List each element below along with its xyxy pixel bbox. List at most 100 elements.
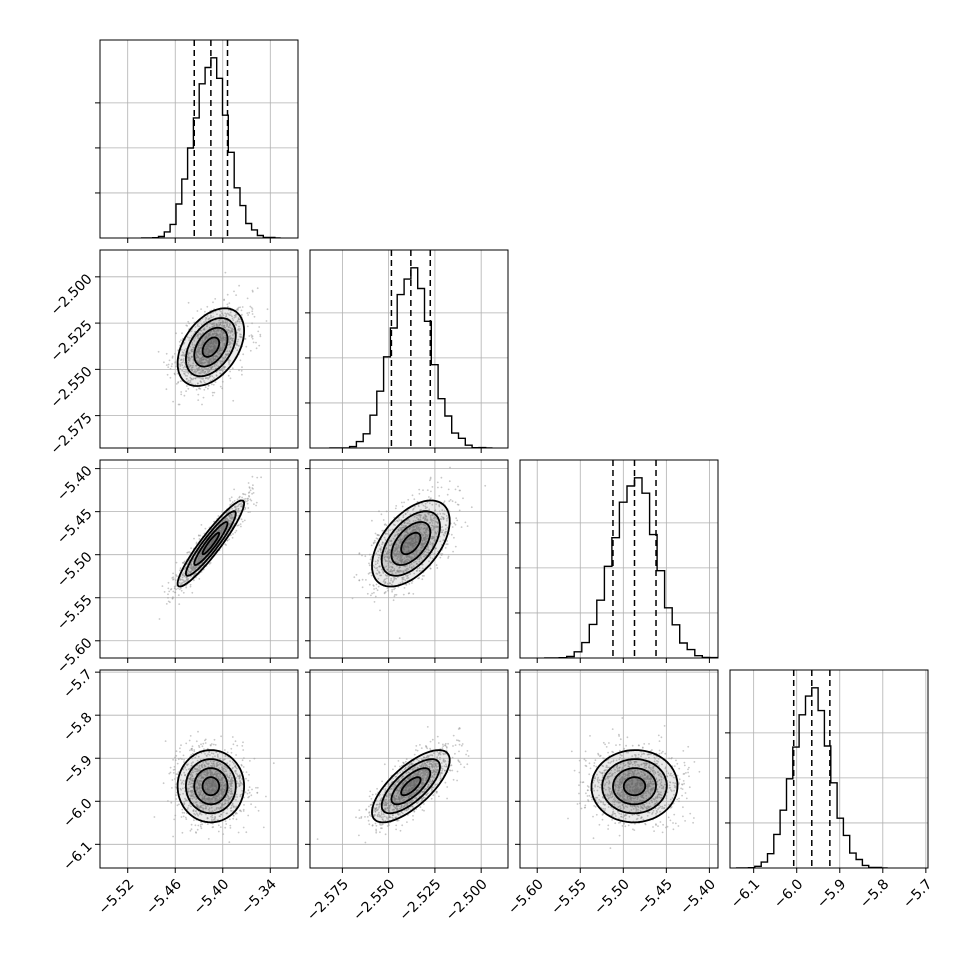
scatter-point bbox=[249, 760, 251, 762]
scatter-point bbox=[207, 762, 210, 765]
scatter-point bbox=[182, 343, 185, 345]
scatter-point bbox=[375, 537, 378, 540]
scatter-point bbox=[198, 333, 201, 336]
scatter-point bbox=[240, 502, 243, 505]
scatter-point bbox=[211, 358, 213, 361]
scatter-point bbox=[222, 833, 225, 835]
scatter-point bbox=[224, 519, 226, 521]
scatter-point bbox=[223, 357, 225, 360]
scatter-point bbox=[428, 496, 430, 498]
scatter-point bbox=[452, 550, 454, 553]
scatter-point bbox=[204, 377, 207, 380]
scatter-point bbox=[186, 787, 189, 790]
scatter-point bbox=[246, 502, 249, 505]
scatter-point bbox=[188, 339, 191, 341]
scatter-point bbox=[224, 271, 227, 274]
scatter-point bbox=[258, 326, 261, 328]
scatter-point bbox=[446, 519, 448, 522]
scatter-point bbox=[197, 352, 200, 354]
scatter-point bbox=[248, 791, 251, 794]
contour-line bbox=[176, 499, 246, 588]
scatter-point bbox=[163, 361, 165, 364]
scatter-point bbox=[228, 350, 231, 353]
scatter-point bbox=[196, 382, 199, 385]
scatter-point bbox=[378, 571, 381, 574]
scatter-point bbox=[210, 340, 213, 342]
scatter-point bbox=[418, 488, 421, 491]
scatter-point bbox=[231, 782, 234, 784]
scatter-point bbox=[175, 783, 177, 786]
scatter-point bbox=[241, 520, 244, 523]
density-fill bbox=[185, 318, 236, 377]
contour-line bbox=[193, 521, 229, 566]
scatter-point bbox=[180, 782, 183, 785]
scatter-point bbox=[200, 524, 203, 526]
scatter-point bbox=[172, 835, 175, 838]
scatter-point bbox=[454, 501, 457, 504]
scatter-point bbox=[231, 330, 234, 333]
scatter-point bbox=[199, 802, 202, 804]
scatter-point bbox=[408, 527, 411, 530]
scatter-point bbox=[202, 378, 204, 380]
scatter-point bbox=[220, 331, 223, 334]
scatter-point bbox=[181, 576, 184, 579]
scatter-point bbox=[191, 745, 194, 748]
scatter-point bbox=[229, 774, 231, 777]
scatter-point bbox=[225, 353, 227, 356]
scatter-point bbox=[228, 343, 231, 346]
scatter-point bbox=[440, 554, 443, 556]
scatter-point bbox=[229, 824, 232, 827]
scatter-point bbox=[227, 519, 230, 522]
scatter-point bbox=[408, 559, 410, 562]
scatter-point bbox=[221, 510, 224, 513]
scatter-point bbox=[188, 363, 190, 366]
scatter-point bbox=[198, 538, 201, 540]
scatter-point bbox=[216, 351, 219, 354]
scatter-point bbox=[198, 353, 201, 355]
scatter-point bbox=[181, 351, 184, 353]
scatter-point bbox=[384, 533, 387, 535]
scatter-point bbox=[210, 316, 212, 319]
scatter-point bbox=[181, 361, 184, 364]
scatter-point bbox=[376, 569, 379, 572]
scatter-point bbox=[180, 774, 183, 776]
scatter-point bbox=[194, 824, 197, 827]
scatter-point bbox=[218, 791, 221, 794]
scatter-point bbox=[224, 780, 227, 783]
scatter-point bbox=[431, 557, 434, 560]
scatter-point bbox=[226, 751, 229, 754]
scatter-point bbox=[214, 342, 217, 345]
scatter-point bbox=[209, 350, 212, 352]
density-fill bbox=[194, 327, 228, 367]
scatter-point bbox=[408, 538, 411, 541]
scatter-point bbox=[241, 306, 244, 308]
scatter-point bbox=[421, 546, 423, 549]
scatter-point bbox=[425, 538, 428, 541]
scatter-point bbox=[205, 349, 208, 352]
scatter-point bbox=[210, 818, 213, 821]
scatter-point bbox=[390, 579, 392, 582]
scatter-point bbox=[201, 745, 204, 748]
scatter-point bbox=[177, 594, 180, 596]
scatter-point bbox=[429, 519, 432, 521]
scatter-point bbox=[370, 594, 372, 597]
scatter-point bbox=[224, 334, 227, 337]
scatter-point bbox=[206, 343, 209, 346]
scatter-point bbox=[374, 541, 376, 544]
scatter-point bbox=[175, 561, 178, 564]
scatter-point bbox=[435, 521, 438, 523]
scatter-point bbox=[223, 366, 226, 369]
scatter-point bbox=[221, 791, 224, 793]
scatter-point bbox=[416, 523, 419, 526]
scatter-point bbox=[383, 554, 386, 556]
contour-line bbox=[201, 336, 221, 358]
scatter-point bbox=[222, 781, 225, 784]
scatter-point bbox=[204, 742, 207, 744]
scatter-point bbox=[388, 560, 391, 563]
scatter-point bbox=[210, 368, 213, 371]
scatter-point bbox=[172, 772, 175, 774]
scatter-point bbox=[384, 582, 386, 585]
scatter-point bbox=[410, 540, 413, 543]
scatter-point bbox=[228, 497, 231, 500]
scatter-point bbox=[182, 815, 185, 818]
